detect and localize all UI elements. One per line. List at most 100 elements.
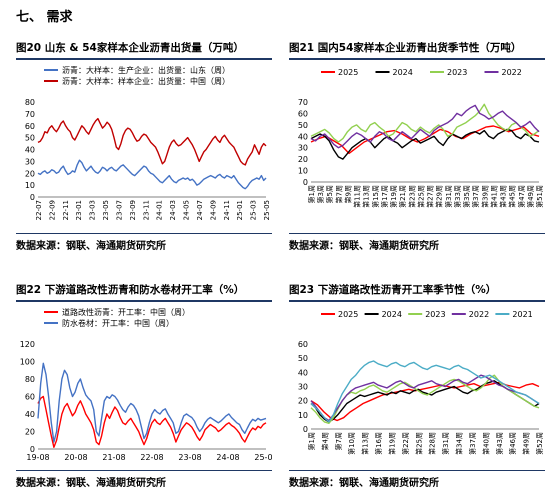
chart-panel-23: 图23 下游道路改性沥青开工率季节性（%） 0 10 20 30 40 50 60 第1周 第4… bbox=[289, 282, 545, 489]
legend-label: 2025 bbox=[338, 310, 358, 319]
x-tick-label: 19-08 bbox=[26, 453, 49, 462]
x-tick-label: 23-01 bbox=[75, 200, 83, 220]
y-tick-label: 80 bbox=[25, 98, 35, 107]
x-tick-label: 第40周 bbox=[481, 432, 490, 455]
legend-label: 沥青：大样本：生产企业：出货量：山东（周） bbox=[62, 65, 230, 75]
legend-label: 2022 bbox=[469, 310, 489, 319]
source-note: 数据来源：钢联、海通期货研究所 bbox=[289, 241, 439, 252]
y-tick-label: 20 bbox=[298, 397, 308, 406]
x-tick-label: 22-07 bbox=[35, 200, 43, 220]
x-tick-label: 第25周 bbox=[414, 432, 423, 455]
x-tick-label: 24-03 bbox=[169, 200, 177, 220]
source-rule bbox=[289, 470, 545, 471]
y-tick-label: 0 bbox=[30, 193, 35, 202]
x-tick-label: 第16周 bbox=[374, 432, 383, 455]
x-tick-label: 第47周 bbox=[517, 185, 526, 208]
series-line-2024 bbox=[310, 128, 540, 160]
legend-label: 2024 bbox=[393, 68, 413, 77]
y-tick-label: 40 bbox=[25, 410, 35, 419]
x-tick-label: 24-11 bbox=[223, 200, 231, 220]
x-tick-label: 第29周 bbox=[435, 185, 444, 208]
x-tick-label: 24-05 bbox=[183, 200, 191, 220]
x-tick-label: 第1周 bbox=[307, 432, 316, 450]
x-tick-label: 25-03 bbox=[250, 200, 258, 220]
x-tick-label: 第43周 bbox=[499, 185, 508, 208]
source-note: 数据来源：钢联、海通期货研究所 bbox=[289, 478, 439, 489]
x-tick-label: 23-09 bbox=[129, 200, 137, 220]
chart-22: 0 20 40 60 80 100 120 19-08 20-08 21-08 22-08 23-08… bbox=[20, 307, 272, 462]
chart-panel-20: 图20 山东 & 54家样本企业沥青出货量（万吨） 0 10 20 30 40 50 60 7… bbox=[16, 40, 272, 252]
y-tick-label: 120 bbox=[20, 340, 35, 349]
y-tick-label: 60 bbox=[25, 393, 35, 402]
y-tick-label: 80 bbox=[25, 375, 35, 384]
x-tick-label: 第45周 bbox=[508, 185, 517, 208]
x-tick-label: 22-08 bbox=[140, 453, 163, 462]
y-tick-label: 10 bbox=[298, 411, 308, 420]
y-tick-label: 40 bbox=[298, 132, 308, 141]
x-tick-label: 第3周 bbox=[316, 185, 325, 203]
y-tick-label: 0 bbox=[30, 445, 35, 454]
y-tick-label: 50 bbox=[298, 121, 308, 130]
legend-label: 2025 bbox=[338, 68, 358, 77]
legend-label: 2023 bbox=[447, 68, 467, 77]
source-rule bbox=[16, 470, 272, 471]
y-tick-label: 70 bbox=[25, 110, 35, 119]
y-tick-label: 50 bbox=[25, 134, 35, 143]
y-tick-label: 20 bbox=[298, 155, 308, 164]
x-tick-label: 24-09 bbox=[209, 200, 217, 220]
x-tick-label: 24-07 bbox=[196, 200, 204, 220]
x-tick-label: 第25周 bbox=[416, 185, 425, 208]
chart-20: 0 10 20 30 40 50 60 70 80 22-07 22-09 22-11 23-01 23-… bbox=[25, 65, 271, 220]
x-tick-label: 20-08 bbox=[64, 453, 87, 462]
x-tick-label: 第13周 bbox=[362, 185, 371, 208]
y-tick-label: 60 bbox=[298, 340, 308, 349]
y-tick-label: 30 bbox=[298, 144, 308, 153]
source-note: 数据来源：钢联、海通期货研究所 bbox=[16, 241, 166, 252]
y-tick-label: 0 bbox=[303, 178, 308, 187]
x-tick-label: 第39周 bbox=[480, 185, 489, 208]
title-rule bbox=[16, 300, 272, 302]
y-tick-label: 40 bbox=[298, 368, 308, 377]
series-line-防水卷材：开工率：中国（周） bbox=[37, 362, 267, 443]
y-tick-label: 30 bbox=[25, 157, 35, 166]
y-tick-label: 10 bbox=[25, 181, 35, 190]
series-line-2022 bbox=[310, 374, 540, 422]
legend-label: 沥青：大样本：样本企业：出货量：中国（周） bbox=[62, 76, 230, 86]
y-tick-label: 20 bbox=[25, 428, 35, 437]
chart-panel-22: 图22 下游道路改性沥青和防水卷材开工率（%） 0 20 40 60 80 100 120 1… bbox=[16, 282, 272, 489]
x-tick-label: 第7周 bbox=[334, 185, 343, 203]
y-tick-label: 20 bbox=[25, 169, 35, 178]
x-tick-label: 第37周 bbox=[468, 432, 477, 455]
section-title: 七、 需求 bbox=[16, 10, 73, 25]
series-line-道路改性沥青：开工率：中国（周） bbox=[37, 395, 267, 449]
x-tick-label: 第31周 bbox=[444, 185, 453, 208]
x-tick-label: 第52周 bbox=[535, 432, 544, 455]
x-tick-label: 第51周 bbox=[535, 185, 544, 208]
y-tick-label: 30 bbox=[298, 383, 308, 392]
chart-panel-21: 图21 国内54家样本企业沥青出货季节性（万吨） 0 10 20 30 40 50 60 70… bbox=[289, 40, 545, 252]
x-tick-label: 第19周 bbox=[389, 185, 398, 208]
x-tick-label: 23-03 bbox=[89, 200, 97, 220]
x-tick-label: 第37周 bbox=[471, 185, 480, 208]
x-tick-label: 第4周 bbox=[320, 432, 329, 450]
x-tick-label: 25-05 bbox=[263, 200, 271, 220]
source-rule bbox=[16, 233, 272, 234]
x-tick-label: 第34周 bbox=[455, 432, 464, 455]
x-tick-label: 22-11 bbox=[62, 200, 70, 220]
x-tick-label: 第7周 bbox=[334, 432, 343, 450]
series-line-2023 bbox=[310, 103, 540, 143]
legend-label: 道路改性沥青：开工率：中国（周） bbox=[62, 307, 190, 317]
x-tick-label: 第49周 bbox=[522, 432, 531, 455]
chart-title: 图20 山东 & 54家样本企业沥青出货量（万吨） bbox=[16, 42, 244, 54]
x-tick-label: 25-08 bbox=[254, 453, 272, 462]
x-tick-label: 23-05 bbox=[102, 200, 110, 220]
legend-label: 防水卷材：开工率：中国（周） bbox=[62, 318, 174, 328]
x-tick-label: 24-08 bbox=[216, 453, 239, 462]
x-tick-label: 24-01 bbox=[156, 200, 164, 220]
x-tick-label: 第5周 bbox=[325, 185, 334, 203]
legend-label: 2024 bbox=[382, 310, 402, 319]
x-tick-label: 22-09 bbox=[48, 200, 56, 220]
y-tick-label: 100 bbox=[20, 358, 35, 367]
